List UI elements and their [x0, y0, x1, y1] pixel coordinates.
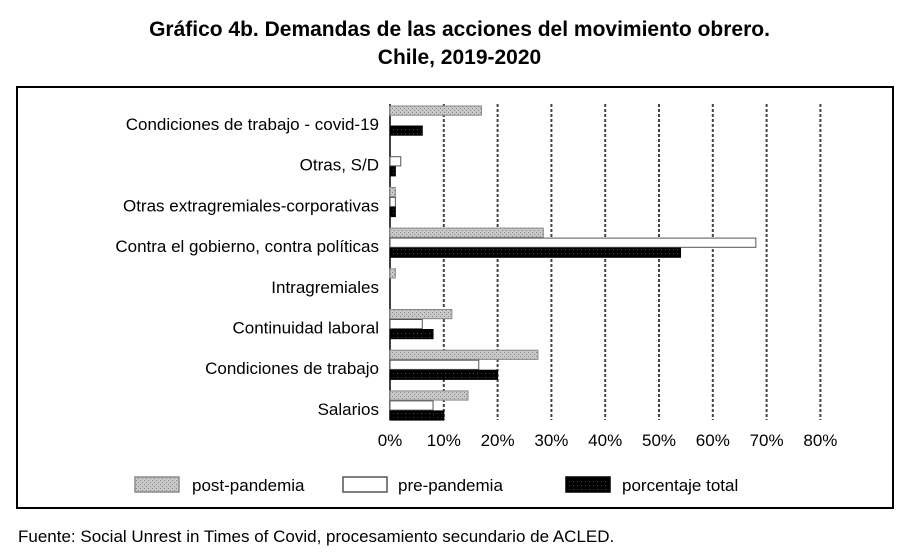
chart-frame	[16, 86, 894, 509]
chart-title-line2: Chile, 2019-2020	[377, 46, 542, 69]
chart-title-line1: Gráfico 4b. Demandas de las acciones del…	[149, 18, 770, 41]
source-note: Fuente: Social Unrest in Times of Covid,…	[18, 527, 615, 546]
